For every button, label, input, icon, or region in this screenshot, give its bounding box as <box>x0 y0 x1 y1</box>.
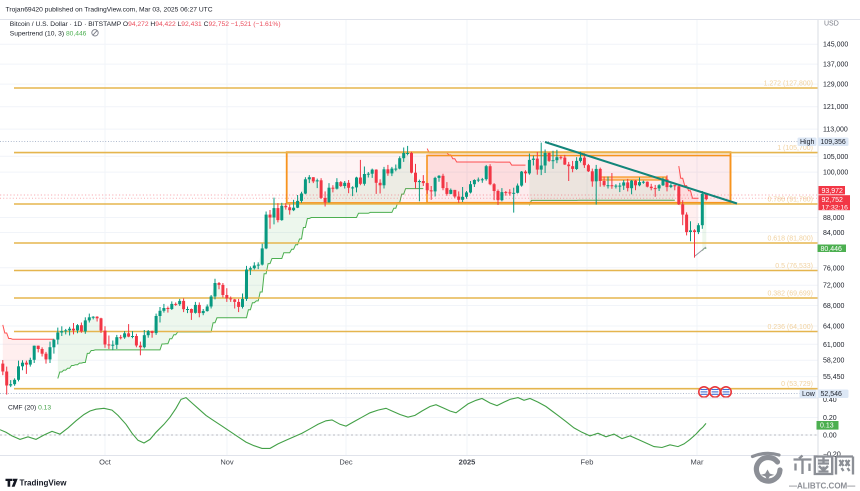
svg-text:113,000: 113,000 <box>823 127 848 134</box>
svg-text:Oct: Oct <box>99 458 112 467</box>
svg-text:64,000: 64,000 <box>823 324 845 331</box>
svg-text:Dec: Dec <box>339 458 353 467</box>
svg-text:0.13: 0.13 <box>820 423 834 430</box>
svg-text:Low: Low <box>802 391 816 398</box>
svg-text:72,000: 72,000 <box>823 283 845 290</box>
svg-text:0.786 (91,780): 0.786 (91,780) <box>767 197 813 204</box>
svg-text:Bitcoin / U.S. Dollar · 1D · B: Bitcoin / U.S. Dollar · 1D · BITSTAMP O9… <box>10 21 281 28</box>
svg-text:55,450: 55,450 <box>823 374 845 381</box>
svg-text:2025: 2025 <box>459 458 476 467</box>
svg-text:61,000: 61,000 <box>823 342 845 349</box>
svg-text:0.00: 0.00 <box>823 433 837 440</box>
svg-text:121,000: 121,000 <box>823 104 848 111</box>
svg-text:1 (105,700): 1 (105,700) <box>777 145 813 152</box>
svg-text:68,000: 68,000 <box>823 303 845 310</box>
svg-text:76,000: 76,000 <box>823 265 845 272</box>
svg-text:Trojan69420 published on Tradi: Trojan69420 published on TradingView.com… <box>6 7 213 14</box>
svg-text:80,446: 80,446 <box>821 246 843 253</box>
svg-text:0.5 (76,533): 0.5 (76,533) <box>775 263 813 270</box>
svg-text:Nov: Nov <box>220 458 234 467</box>
svg-text:USD: USD <box>824 21 839 28</box>
svg-text:105,000: 105,000 <box>823 154 848 161</box>
svg-text:109,356: 109,356 <box>821 139 846 146</box>
svg-text:0.20: 0.20 <box>823 415 837 422</box>
svg-text:137,000: 137,000 <box>823 62 848 69</box>
svg-text:0.236 (64,100): 0.236 (64,100) <box>767 324 813 331</box>
svg-text:Supertrend (10, 3) 80,446: Supertrend (10, 3) 80,446 <box>10 30 87 37</box>
svg-text:CMF (20) 0.13: CMF (20) 0.13 <box>8 405 51 412</box>
svg-text:0.382 (69,699): 0.382 (69,699) <box>767 291 813 298</box>
svg-text:—ALIBTC.COM—: —ALIBTC.COM— <box>789 482 855 491</box>
svg-text:1.272 (127,800): 1.272 (127,800) <box>764 81 813 88</box>
svg-text:58,200: 58,200 <box>823 358 845 365</box>
svg-text:Mar: Mar <box>691 458 704 467</box>
svg-text:92,752: 92,752 <box>822 197 844 204</box>
svg-text:0.40: 0.40 <box>823 397 837 404</box>
svg-text:88,000: 88,000 <box>823 215 845 222</box>
svg-text:129,000: 129,000 <box>823 82 848 89</box>
svg-text:100,000: 100,000 <box>823 170 848 177</box>
svg-text:TradingView: TradingView <box>20 479 68 488</box>
svg-text:145,000: 145,000 <box>823 42 848 49</box>
svg-text:−0.20: −0.20 <box>823 452 841 459</box>
svg-text:0.618 (81,800): 0.618 (81,800) <box>767 236 813 243</box>
svg-text:17:32:16: 17:32:16 <box>822 204 849 211</box>
svg-text:0 (53,729): 0 (53,729) <box>781 381 813 388</box>
svg-text:93,972: 93,972 <box>822 188 844 195</box>
svg-text:52,546: 52,546 <box>821 391 843 398</box>
svg-text:84,000: 84,000 <box>823 230 845 237</box>
svg-text:High: High <box>800 139 815 146</box>
svg-text:Feb: Feb <box>581 458 594 467</box>
